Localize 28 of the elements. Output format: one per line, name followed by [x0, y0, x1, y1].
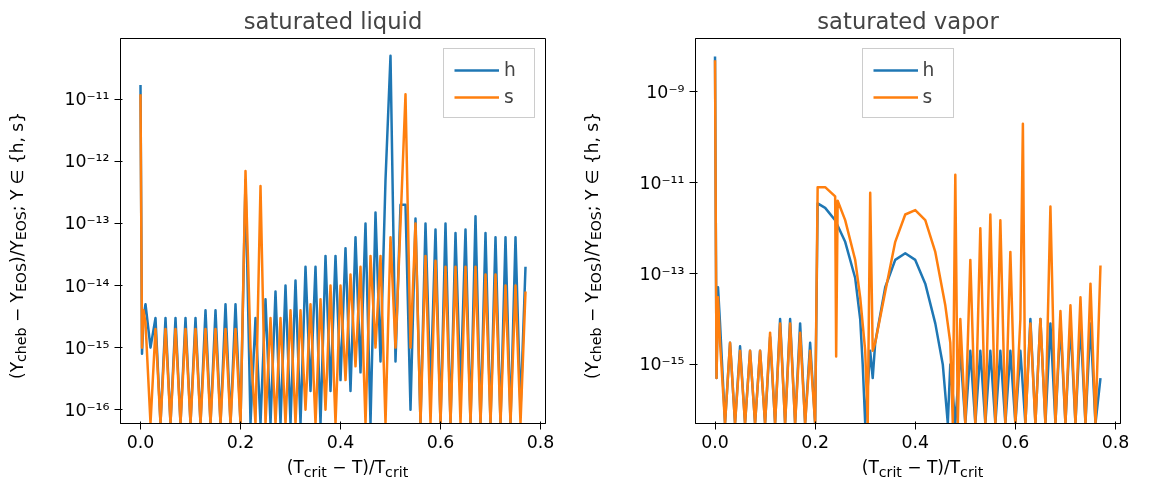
x-tick-label: 0.8: [526, 431, 555, 452]
legend-label: h: [504, 59, 517, 80]
x-tick-label: 0.2: [801, 431, 829, 452]
x-tick-label: 0.0: [126, 431, 155, 452]
x-axis-title: (T$_{crit}$ − T)/T$_{crit}$: [286, 456, 409, 483]
y-tick-label: 10⁻¹¹: [64, 89, 110, 110]
y-tick-label: 10⁻¹³: [64, 213, 110, 234]
x-tick-label: 0.6: [426, 431, 455, 452]
legend-label: s: [504, 86, 515, 107]
x-tick-label: 0.2: [226, 431, 255, 452]
legend-label: h: [922, 59, 936, 80]
y-tick-label: 10⁻¹⁴: [64, 275, 110, 296]
chart-title: saturated liquid: [243, 7, 423, 34]
y-tick-label: 10⁻⁹: [646, 81, 685, 102]
x-tick-label: 0.0: [701, 431, 729, 452]
y-tick-label: 10⁻¹¹: [639, 172, 685, 193]
y-tick-label: 10⁻¹⁵: [64, 337, 110, 358]
chart-title: saturated vapor: [817, 7, 1000, 34]
y-tick-label: 10⁻¹⁶: [64, 399, 110, 420]
x-tick-label: 0.6: [1001, 431, 1030, 452]
x-axis-title: (T$_{crit}$ − T)/T$_{crit}$: [861, 456, 984, 483]
x-tick-label: 0.8: [1101, 431, 1130, 452]
x-tick-label: 0.4: [901, 431, 930, 452]
y-tick-label: 10⁻¹²: [64, 151, 110, 172]
x-tick-label: 0.4: [326, 431, 355, 452]
y-tick-label: 10⁻¹³: [639, 263, 685, 284]
legend-label: s: [922, 86, 934, 107]
y-tick-label: 10⁻¹⁵: [639, 354, 685, 375]
